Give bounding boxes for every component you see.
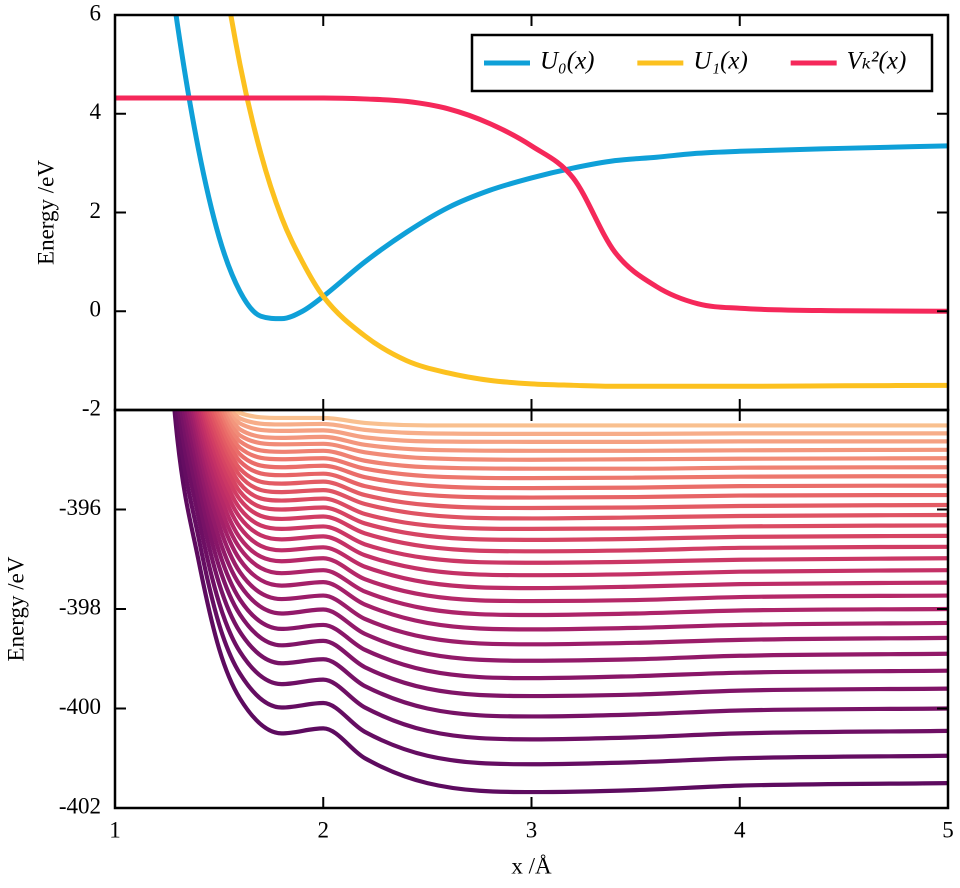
series-line: [181, 410, 948, 699]
series-line: [115, 95, 948, 314]
y-axis-label: Energy /eV: [3, 556, 28, 661]
x-tick-label: 5: [942, 817, 954, 842]
legend-label: Vₖ²(x): [847, 48, 907, 75]
series-line: [196, 410, 948, 591]
legend: U₀(x) U₁(x) Vₖ²(x): [470, 33, 934, 93]
series-line: [203, 410, 948, 542]
series-line: [172, 410, 948, 795]
y-tick-label: -400: [59, 694, 101, 719]
plot-lines: [172, 410, 948, 795]
x-tick-label: 1: [109, 817, 121, 842]
x-tick-label: 2: [318, 817, 330, 842]
plot-lines: [115, 15, 948, 389]
series-line: [200, 410, 948, 565]
series-line: [225, 410, 948, 453]
series-line: [188, 410, 948, 647]
series-line: [179, 410, 948, 719]
y-tick-label: 4: [90, 99, 102, 124]
series-line: [174, 410, 948, 767]
series-line: [207, 410, 948, 521]
series-line: [233, 410, 948, 428]
series-line: [227, 410, 948, 444]
y-tick-label: -396: [59, 495, 101, 520]
series-line: [205, 410, 948, 532]
series-line: [215, 410, 948, 491]
series-line: [198, 410, 948, 578]
y-tick-label: -2: [82, 395, 101, 420]
series-line: [228, 15, 948, 389]
legend-label: U₀(x): [540, 48, 595, 75]
plot-frame: [113, 408, 950, 810]
series-line: [210, 410, 948, 511]
series-line: [220, 410, 948, 471]
series-line: [176, 410, 948, 742]
series-line: [194, 410, 948, 604]
x-tick-label: 4: [734, 817, 746, 842]
y-tick-label: 0: [90, 297, 102, 322]
series-line: [222, 410, 948, 462]
series-line: [183, 410, 948, 681]
series-line: [186, 410, 948, 663]
y-tick-label: -402: [59, 793, 101, 818]
y-tick-label: 2: [90, 198, 102, 223]
y-tick-label: -398: [59, 594, 101, 619]
series-line: [201, 410, 948, 554]
legend-box: [470, 33, 934, 93]
y-axis-label: Energy /eV: [33, 160, 58, 265]
series-line: [190, 410, 948, 632]
series-line: [212, 410, 948, 500]
series-line: [192, 410, 948, 618]
legend-label: U₁(x): [693, 48, 748, 75]
y-tick-label: 6: [90, 0, 102, 25]
series-line: [173, 15, 948, 322]
series-line: [230, 410, 948, 436]
x-axis-label: x /Å: [511, 853, 552, 878]
series-line: [217, 410, 948, 481]
x-tick-label: 3: [526, 817, 538, 842]
